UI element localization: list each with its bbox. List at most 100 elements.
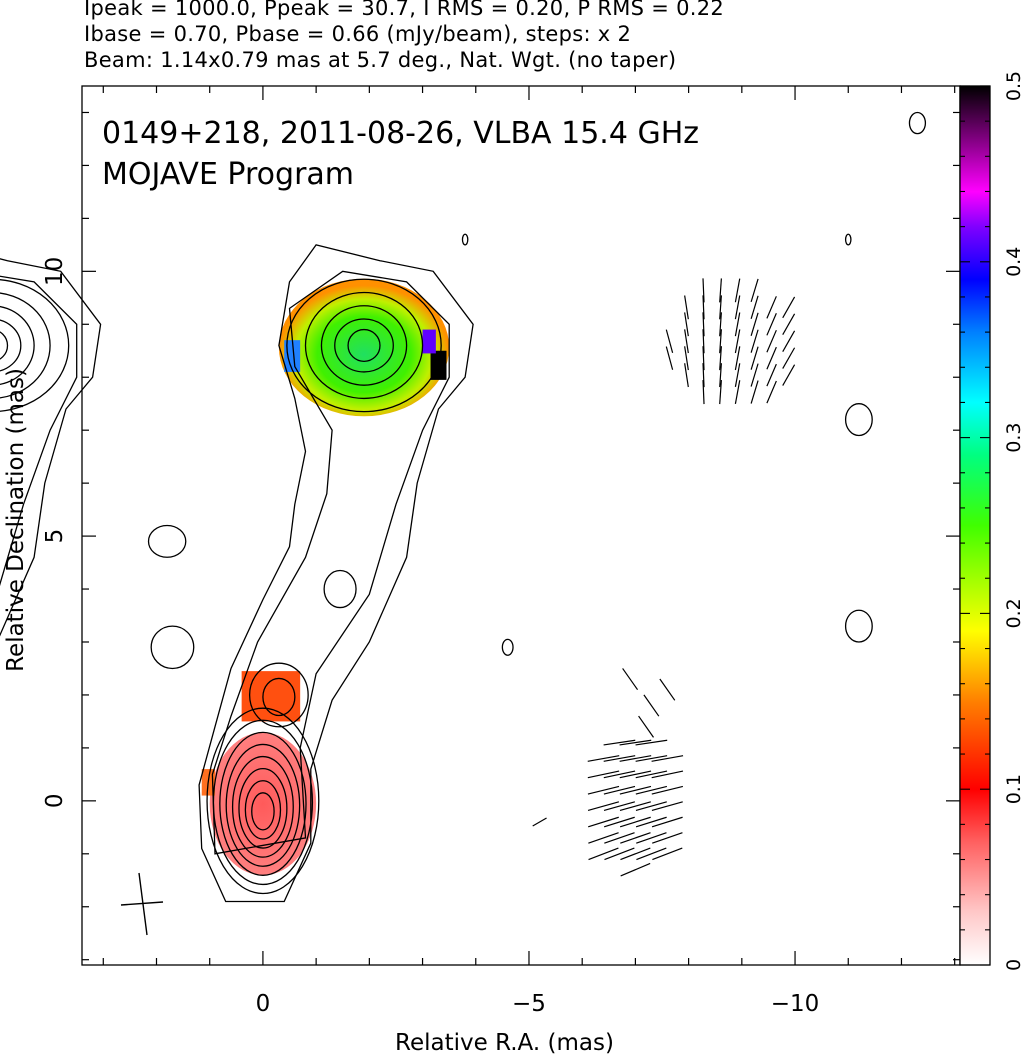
polarization-vector bbox=[622, 668, 639, 691]
fpol-knot-inner bbox=[241, 671, 301, 722]
polarization-vector bbox=[702, 295, 705, 320]
polarization-vector bbox=[604, 847, 635, 861]
polarization-vector bbox=[588, 832, 619, 844]
contour-outer-knot bbox=[286, 278, 442, 413]
polarization-vector bbox=[603, 801, 636, 812]
polarization-vector bbox=[766, 329, 777, 353]
polarization-vector bbox=[665, 329, 674, 353]
polarization-vector bbox=[719, 363, 722, 388]
contour-outer-knot bbox=[0, 279, 70, 412]
polarization-vector bbox=[750, 346, 759, 370]
fractional-polarization-map bbox=[201, 278, 450, 876]
y-tick-label: 5 bbox=[42, 529, 68, 544]
polarization-vectors bbox=[532, 278, 796, 877]
polarization-vector bbox=[719, 295, 722, 320]
fpol-core bbox=[209, 732, 317, 876]
contour-island-right bbox=[908, 111, 927, 135]
colorbar-tick-label: 0.4 bbox=[1003, 247, 1021, 277]
contour-core bbox=[219, 731, 307, 876]
colorbar-frame bbox=[959, 85, 991, 966]
contour-core bbox=[206, 707, 320, 895]
contour-outer-knot bbox=[0, 331, 9, 360]
axis-ticks bbox=[82, 86, 960, 965]
x-tick-labels: 0 −5 −10 bbox=[256, 991, 820, 1017]
polarization-vector bbox=[750, 278, 759, 303]
contour-outer-knot bbox=[0, 319, 22, 372]
polarization-vector bbox=[651, 755, 684, 762]
colorbar-tick-label: 0.2 bbox=[1003, 598, 1021, 628]
polarization-vector bbox=[782, 364, 796, 386]
contour-outer-knot bbox=[334, 318, 394, 373]
polarization-vector bbox=[684, 346, 689, 371]
y-tick-labels: 0 5 10 bbox=[42, 257, 68, 808]
contour-jet-inner bbox=[211, 270, 450, 855]
contour-island-right bbox=[501, 638, 514, 656]
y-axis-label-wrap: Relative Declination (mas) bbox=[3, 368, 29, 672]
contour-jet-inner bbox=[0, 275, 78, 587]
x-tick-label: −5 bbox=[512, 991, 546, 1017]
polarization-vector bbox=[719, 329, 722, 354]
polarization-vector bbox=[782, 330, 796, 352]
contour-core bbox=[251, 792, 275, 831]
intensity-contours bbox=[0, 111, 927, 903]
x-tick-label: 0 bbox=[256, 991, 271, 1017]
polarization-vector bbox=[604, 832, 635, 844]
polarization-vector bbox=[665, 346, 674, 370]
polarization-vector bbox=[651, 770, 684, 779]
contour-envelope bbox=[198, 244, 474, 903]
polarization-vector bbox=[702, 329, 705, 354]
polarization-vector bbox=[532, 817, 547, 827]
contour-outer-knot bbox=[320, 305, 408, 386]
polarization-vector bbox=[636, 832, 667, 844]
polarization-vector bbox=[719, 346, 722, 371]
colorbar-tick-label: 0.5 bbox=[1003, 71, 1021, 101]
polarization-vector bbox=[651, 801, 683, 812]
polarization-vector bbox=[702, 380, 705, 405]
polarization-vector bbox=[603, 816, 635, 828]
polarization-vector bbox=[750, 295, 759, 319]
colorbar-tick-label: 0.3 bbox=[1003, 422, 1021, 452]
polarization-vector bbox=[652, 847, 683, 861]
polarization-vector bbox=[766, 296, 777, 319]
polarization-vector bbox=[651, 785, 684, 795]
polarization-vector bbox=[587, 770, 620, 779]
y-tick-label: 10 bbox=[42, 257, 68, 286]
contour-outer-knot bbox=[0, 305, 35, 386]
x-axis-label: Relative R.A. (mas) bbox=[395, 1030, 614, 1056]
x-tick-label: −10 bbox=[771, 991, 820, 1017]
contour-island bbox=[147, 524, 187, 558]
fpol-blue-pixel bbox=[284, 340, 301, 372]
polarization-vector bbox=[684, 363, 689, 388]
colorbar-tick-label: 0.1 bbox=[1003, 774, 1021, 804]
contour-outer-knot bbox=[347, 328, 381, 362]
polarization-vector bbox=[750, 380, 759, 404]
polarization-vector bbox=[643, 694, 660, 717]
polarization-vector bbox=[635, 739, 668, 746]
polarization-vector bbox=[638, 715, 654, 738]
polarization-vector bbox=[636, 847, 667, 861]
polarization-vector bbox=[684, 329, 689, 354]
polarization-vector bbox=[620, 862, 651, 877]
polarization-vector bbox=[734, 295, 741, 320]
polarization-vector bbox=[684, 295, 689, 320]
polarization-vector bbox=[734, 380, 741, 404]
polarization-vector bbox=[587, 801, 620, 812]
polarization-vector bbox=[619, 816, 651, 828]
contour-knot-b bbox=[323, 569, 357, 609]
polarization-vector bbox=[619, 785, 652, 795]
polarization-vector bbox=[719, 312, 722, 337]
colorbar-tick-label: 0 bbox=[1003, 959, 1021, 971]
contour-knot-a-inner bbox=[262, 677, 296, 717]
contour-core bbox=[238, 767, 288, 849]
polarization-vector bbox=[635, 770, 668, 779]
polarization-vector bbox=[659, 678, 676, 701]
polarization-vector bbox=[620, 832, 651, 844]
polarization-vector bbox=[766, 363, 777, 387]
polarization-vector bbox=[684, 312, 689, 337]
fpol-violet-pixel bbox=[422, 329, 436, 354]
polarization-vector bbox=[734, 346, 741, 371]
polarization-vector bbox=[750, 312, 759, 336]
polarization-vector bbox=[702, 346, 705, 371]
colorbar-ticks: 0 0.1 0.2 0.3 0.4 0.5 bbox=[960, 71, 1021, 971]
polarization-vector bbox=[619, 739, 652, 746]
